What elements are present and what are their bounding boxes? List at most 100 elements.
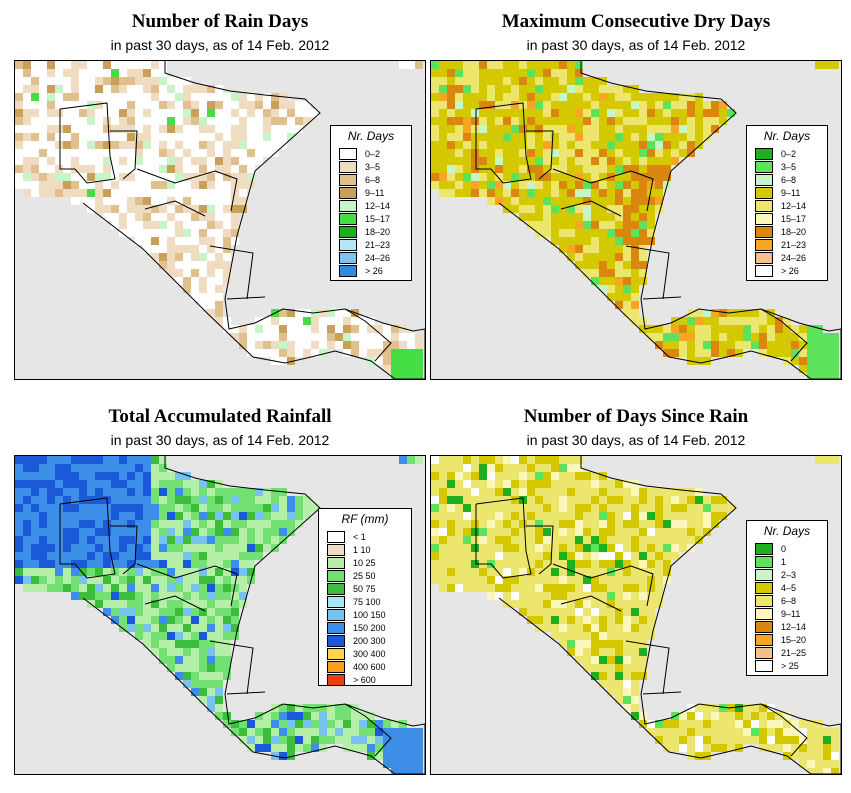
legend-swatch <box>327 622 345 634</box>
legend-swatch <box>755 543 773 555</box>
legend-swatch <box>755 239 773 251</box>
legend-swatch <box>327 609 345 621</box>
legend-swatch <box>755 174 773 186</box>
legend-swatch <box>755 161 773 173</box>
country-border <box>344 308 392 362</box>
legend-swatch <box>755 213 773 225</box>
legend-label: 0–2 <box>365 149 381 159</box>
legend-swatch <box>755 608 773 620</box>
rain-grid <box>431 61 839 379</box>
legend-label: < 1 <box>353 532 366 542</box>
legend-label: 50 75 <box>353 584 376 594</box>
legend-swatch <box>327 596 345 608</box>
legend-swatch <box>327 635 345 647</box>
legend-swatch <box>755 187 773 199</box>
legend-swatch <box>327 648 345 660</box>
country-border <box>526 525 554 575</box>
panel-title: Number of Days Since Rain <box>523 406 749 427</box>
legend-swatch <box>327 674 345 686</box>
legend-label: 15–17 <box>781 214 807 224</box>
legend-swatch <box>327 544 345 556</box>
panel-title: Total Accumulated Rainfall <box>108 406 332 427</box>
legend-swatch <box>755 634 773 646</box>
country-border <box>209 640 254 695</box>
legend-label: 200 300 <box>353 636 386 646</box>
country-border <box>136 563 238 607</box>
panel-title: Number of Rain Days <box>131 11 309 32</box>
legend-label: 4–5 <box>781 583 797 593</box>
country-border <box>760 703 808 757</box>
legend-label: 6–8 <box>781 596 797 606</box>
legend-label: 9–11 <box>781 609 801 619</box>
legend-swatch <box>755 621 773 633</box>
rain-grid <box>431 456 839 774</box>
legend-swatch <box>339 252 357 264</box>
country-border <box>475 102 532 184</box>
country-border <box>136 168 238 212</box>
legend-label: 18–20 <box>781 227 807 237</box>
country-border <box>560 200 622 217</box>
panel-subtitle: in past 30 days, as of 14 Feb. 2012 <box>110 432 330 448</box>
coastline <box>82 456 425 774</box>
country-border <box>625 245 670 300</box>
coastline <box>82 61 425 379</box>
country-border <box>110 130 138 180</box>
legend-label: 6–8 <box>781 175 797 185</box>
legend-label: 15–20 <box>781 635 807 645</box>
legend-swatch <box>755 647 773 659</box>
legend-label: 100 150 <box>353 610 386 620</box>
map-legend: Nr. Days 0–2 3–5 6–8 9–11 12–14 15–17 18–20 21–… <box>746 125 828 281</box>
legend-swatch <box>327 661 345 673</box>
legend-label: > 25 <box>781 661 799 671</box>
legend-swatch <box>339 213 357 225</box>
country-border <box>59 102 116 184</box>
legend-swatch <box>327 570 345 582</box>
country-border <box>344 703 392 757</box>
country-border <box>552 168 654 212</box>
rain-grid <box>15 456 423 774</box>
panel-subtitle: in past 30 days, as of 14 Feb. 2012 <box>526 37 746 53</box>
legend-label: 1 <box>781 557 787 567</box>
legend-label: 75 100 <box>353 597 381 607</box>
legend-title: RF (mm) <box>341 512 389 526</box>
legend-title: Nr. Days <box>347 129 395 143</box>
legend-swatch <box>339 161 357 173</box>
legend-label: 21–23 <box>781 240 807 250</box>
legend-label: > 26 <box>365 266 383 276</box>
legend-label: 400 600 <box>353 662 386 672</box>
legend-label: 150 200 <box>353 623 386 633</box>
map-days-since-rain: Nr. Days 0 1 2–3 4–5 6–8 9–11 12–14 15–20 21–25 >… <box>430 455 842 775</box>
legend-label: 9–11 <box>365 188 385 198</box>
country-border <box>226 691 266 695</box>
panel-title: Maximum Consecutive Dry Days <box>501 11 771 32</box>
legend-swatch <box>755 582 773 594</box>
legend-label: 3–5 <box>365 162 381 172</box>
map-total-rainfall: RF (mm) < 1 1 10 10 25 25 50 50 75 75 100 100 … <box>14 455 426 775</box>
legend-label: 18–20 <box>365 227 391 237</box>
country-border <box>144 200 206 217</box>
legend-label: 3–5 <box>781 162 797 172</box>
map-image <box>431 456 841 774</box>
legend-label: 25 50 <box>353 571 376 581</box>
legend-label: > 600 <box>353 675 376 685</box>
map-image <box>431 61 841 379</box>
legend-label: 12–14 <box>781 201 807 211</box>
legend-swatch <box>755 148 773 160</box>
legend-label: 12–14 <box>365 201 391 211</box>
legend-label: 10 25 <box>353 558 376 568</box>
legend-label: 1 10 <box>353 545 371 555</box>
coastline <box>498 456 841 774</box>
panel-subtitle: in past 30 days, as of 14 Feb. 2012 <box>110 37 330 53</box>
legend-swatch <box>339 239 357 251</box>
legend-label: 24–26 <box>781 253 807 263</box>
legend-swatch <box>755 252 773 264</box>
legend-title: Nr. Days <box>763 129 811 143</box>
legend-label: 300 400 <box>353 649 386 659</box>
legend-swatch <box>755 226 773 238</box>
legend-swatch <box>339 174 357 186</box>
legend-swatch <box>339 265 357 277</box>
legend-swatch <box>339 148 357 160</box>
country-border <box>760 308 808 362</box>
legend-swatch <box>339 200 357 212</box>
country-border <box>552 563 654 607</box>
